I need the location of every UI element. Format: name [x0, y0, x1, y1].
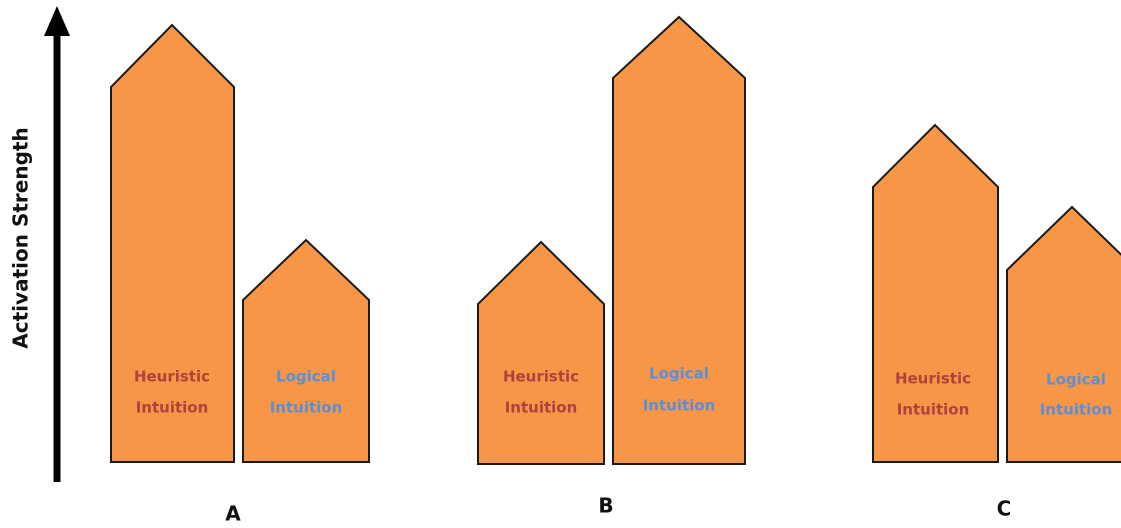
bar-label: Intuition	[136, 399, 209, 417]
axis-label: Activation Strength	[9, 127, 33, 348]
bar-label: Logical	[276, 368, 336, 386]
group-label: B	[598, 494, 613, 518]
bar-label: Intuition	[1040, 401, 1113, 419]
bar-shape	[242, 238, 370, 463]
bar-label: Logical	[1046, 371, 1106, 389]
bar-label: Heuristic	[134, 368, 210, 386]
group-label: A	[225, 502, 241, 526]
bar-label: Intuition	[897, 401, 970, 419]
bar-shape	[110, 23, 235, 463]
bar-label: Intuition	[270, 399, 343, 417]
bar-label: Heuristic	[503, 368, 579, 386]
bar-shape	[872, 123, 999, 463]
bar-label: Intuition	[643, 397, 716, 415]
bar-shape	[1006, 205, 1121, 463]
bar-label: Heuristic	[895, 370, 971, 388]
bar-shape	[612, 15, 746, 465]
group-label: C	[997, 497, 1012, 521]
bar-label: Intuition	[505, 399, 578, 417]
bar-label: Logical	[649, 365, 709, 383]
axis-arrowhead	[44, 6, 70, 36]
bar-shape	[477, 240, 605, 465]
